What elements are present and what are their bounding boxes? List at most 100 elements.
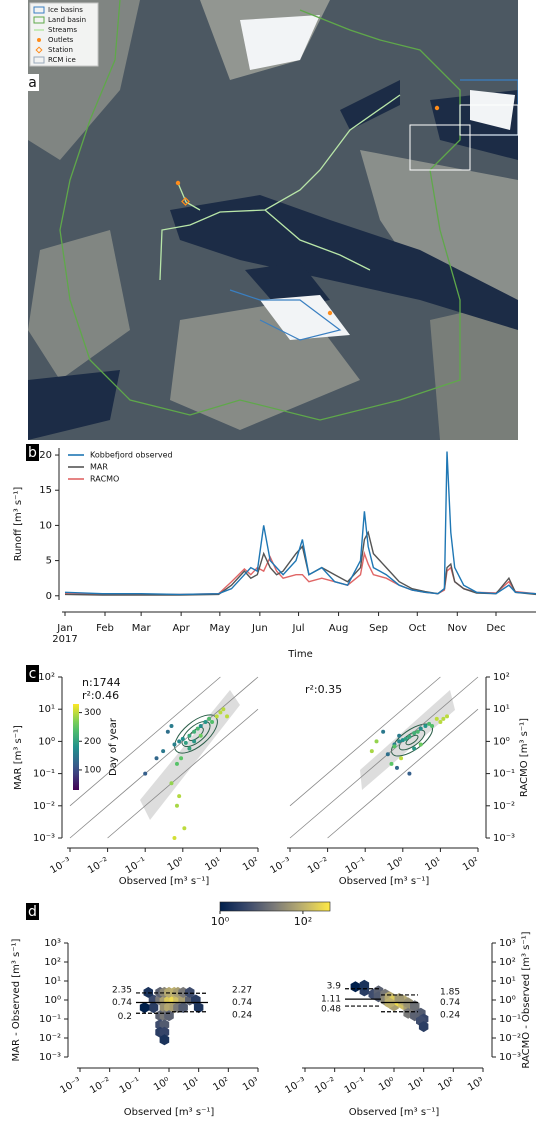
point xyxy=(385,752,390,757)
x-tick-label: 10⁻² xyxy=(306,856,331,877)
x-tick-label: 10³ xyxy=(466,1076,486,1094)
y-tick-label: 10⁰ xyxy=(38,736,55,747)
ice-basin xyxy=(229,289,342,341)
x-tick-label: 10⁻² xyxy=(86,856,111,877)
y-tick-label: 10⁻² xyxy=(493,801,515,812)
x-tick-label: 10⁻² xyxy=(88,1076,113,1097)
panel-label-box xyxy=(26,444,39,461)
percentile-label: 2.27 xyxy=(232,986,252,996)
x-tick-label: 10¹ xyxy=(423,856,443,874)
confidence-band xyxy=(140,690,240,820)
percentile-label: 0.74 xyxy=(440,998,460,1008)
point xyxy=(187,746,192,751)
point xyxy=(381,729,386,734)
y-tick-label: 5 xyxy=(46,556,52,567)
y-tick-label: 10⁻² xyxy=(39,1033,61,1044)
point xyxy=(399,756,404,761)
hex-cell xyxy=(148,1002,159,1014)
hex-cell xyxy=(418,1021,429,1033)
x-tick-label: 10⁰ xyxy=(386,856,406,874)
y-tick-label: 10¹ xyxy=(499,976,516,987)
y-tick-label: 10⁰ xyxy=(493,736,510,747)
map-legend-label: Ice basins xyxy=(48,6,83,14)
panel-label: a xyxy=(28,75,37,91)
point xyxy=(172,742,177,747)
point xyxy=(187,733,192,738)
fjord xyxy=(28,370,120,440)
hex-cell xyxy=(350,981,361,993)
point xyxy=(418,726,423,731)
y-tick-label: 10¹ xyxy=(44,976,61,987)
x-tick-label: Feb xyxy=(96,623,114,634)
year-label: 2017 xyxy=(52,634,77,645)
percentile-label: 0.24 xyxy=(440,1010,460,1020)
point xyxy=(438,720,443,725)
stream xyxy=(177,182,201,211)
x-tick-label: Jan xyxy=(56,623,72,634)
colorbar-label: Day of year xyxy=(108,717,119,776)
y-tick-label: 10⁻³ xyxy=(39,1052,61,1063)
panel-label-box xyxy=(26,665,39,682)
outlet xyxy=(434,105,440,111)
point xyxy=(210,720,215,725)
x-tick-label: 10¹ xyxy=(407,1076,427,1094)
point xyxy=(182,826,187,831)
series-line xyxy=(64,530,536,596)
x-tick-label: 10³ xyxy=(241,1076,261,1094)
y-tick-label: 10⁰ xyxy=(499,995,516,1006)
point xyxy=(445,714,450,719)
x-axis-label: Observed [m³ s⁻¹] xyxy=(119,876,210,887)
panel-label: b xyxy=(28,445,37,461)
y-axis-label: RACMO [m³ s⁻¹] xyxy=(519,718,530,797)
point xyxy=(143,771,148,776)
panel-label-box xyxy=(26,903,39,920)
land-basin xyxy=(59,0,461,421)
point xyxy=(161,749,166,754)
percentile-label: 1.11 xyxy=(321,995,341,1005)
point xyxy=(407,771,412,776)
x-tick-label: 10⁰ xyxy=(166,856,186,874)
point xyxy=(423,724,428,729)
mountain xyxy=(430,300,518,440)
x-axis-label: Observed [m³ s⁻¹] xyxy=(339,876,430,887)
contour xyxy=(181,720,211,748)
x-tick-label: 10⁻³ xyxy=(268,856,293,877)
x-tick-label: 10⁻³ xyxy=(48,856,73,877)
hex-cell xyxy=(359,979,370,991)
stream xyxy=(264,209,371,271)
series-line xyxy=(64,451,536,596)
colorbar-tick-label: 10⁰ xyxy=(211,915,230,928)
x-tick-label: Jul xyxy=(292,623,305,634)
y-tick-label: 10³ xyxy=(499,938,516,949)
outlet xyxy=(175,180,181,186)
reference-line xyxy=(69,676,221,807)
map-legend-label: Streams xyxy=(48,26,77,34)
y-tick-label: 10⁻¹ xyxy=(33,769,55,780)
x-tick-label: Aug xyxy=(329,623,349,634)
ice xyxy=(470,90,515,130)
annotation: r²:0.35 xyxy=(305,683,342,696)
legend-label: Kobbefjord observed xyxy=(90,451,173,460)
hex-cell xyxy=(178,1002,188,1014)
legend-icon xyxy=(37,38,41,42)
hex-cell xyxy=(159,1026,170,1038)
outlet xyxy=(327,310,333,316)
point xyxy=(397,739,402,744)
y-tick-label: 10⁻¹ xyxy=(499,1014,521,1025)
legend-label: MAR xyxy=(90,463,108,472)
reference-line xyxy=(107,708,259,839)
x-tick-label: 10² xyxy=(241,856,261,874)
point xyxy=(165,729,170,734)
colorbar xyxy=(73,704,79,790)
y-tick-label: 10⁰ xyxy=(44,995,61,1006)
colorbar-tick-label: 200 xyxy=(84,737,101,747)
point xyxy=(179,756,184,761)
y-tick-label: 15 xyxy=(39,485,52,496)
point xyxy=(174,761,179,766)
point xyxy=(177,794,182,799)
colorbar xyxy=(219,901,331,912)
y-tick-label: 10⁻³ xyxy=(493,833,515,844)
x-tick-label: May xyxy=(210,623,231,634)
hex-cell xyxy=(185,986,195,998)
